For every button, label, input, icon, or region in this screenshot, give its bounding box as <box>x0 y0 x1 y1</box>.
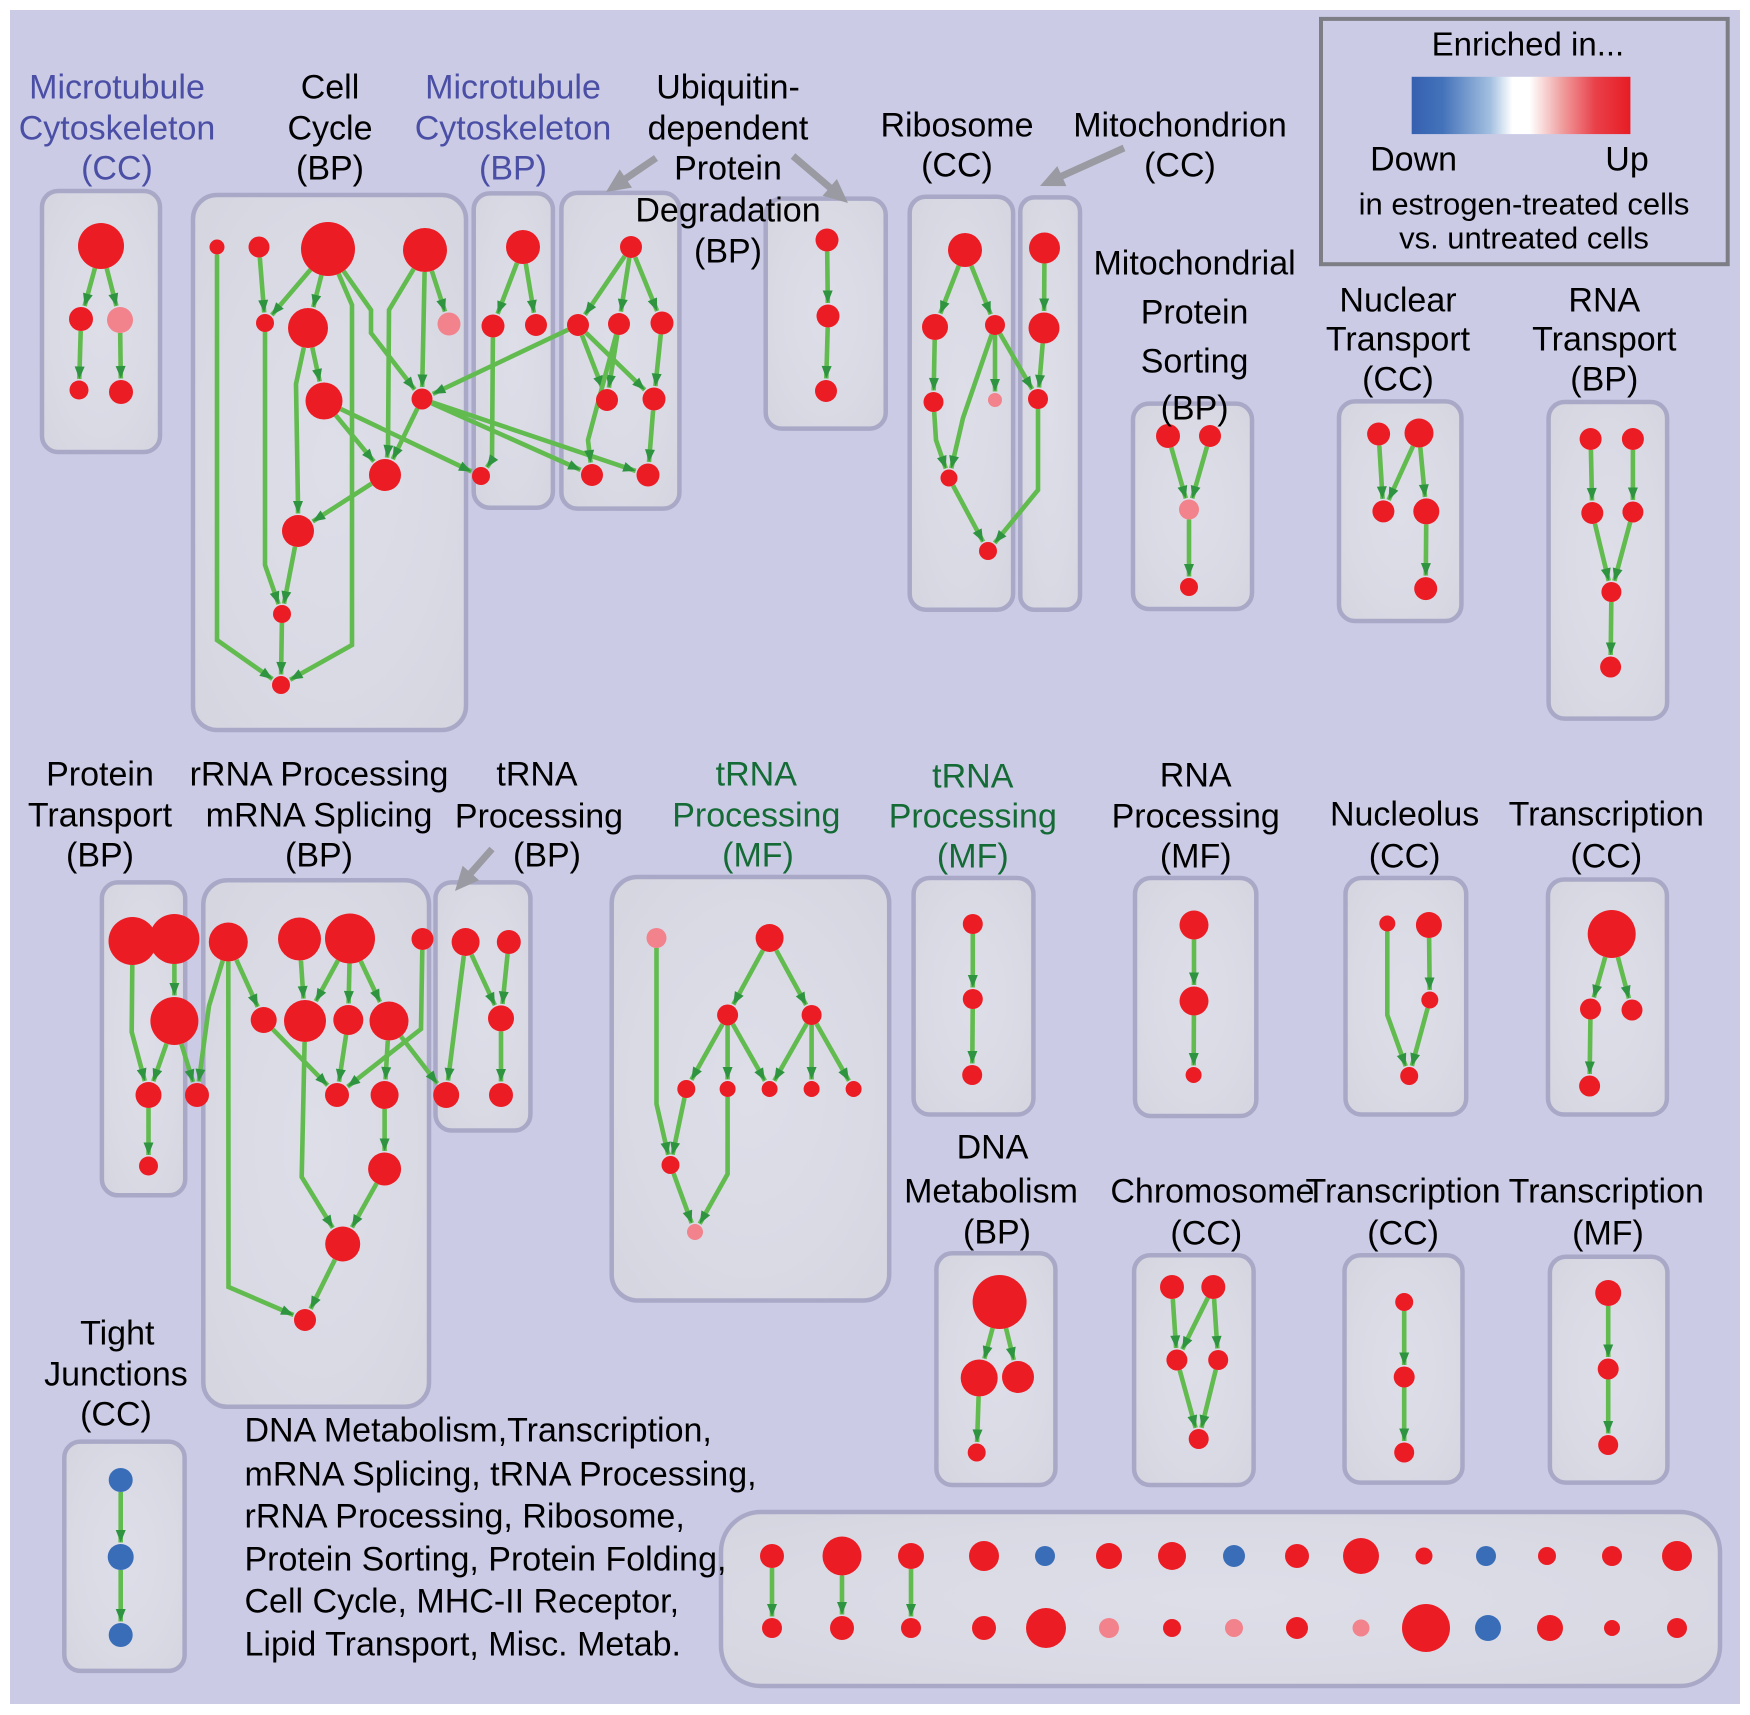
svg-text:Microtubule: Microtubule <box>29 69 205 107</box>
svg-text:DNA Metabolism,Transcription,: DNA Metabolism,Transcription, <box>245 1412 712 1450</box>
svg-text:Nuclear: Nuclear <box>1339 282 1456 320</box>
svg-text:RNA: RNA <box>1160 757 1232 795</box>
svg-text:Up: Up <box>1605 141 1648 179</box>
svg-text:Transport: Transport <box>1326 321 1471 359</box>
svg-text:(BP): (BP) <box>66 837 134 875</box>
svg-text:Microtubule: Microtubule <box>425 69 601 107</box>
svg-text:mRNA Splicing: mRNA Splicing <box>206 797 433 835</box>
svg-text:Protein: Protein <box>1141 294 1249 332</box>
svg-text:tRNA: tRNA <box>932 758 1014 796</box>
svg-text:rRNA Processing, Ribosome,: rRNA Processing, Ribosome, <box>245 1498 685 1536</box>
svg-text:Cell: Cell <box>301 69 360 107</box>
svg-text:(CC): (CC) <box>1170 1215 1242 1253</box>
svg-text:Lipid Transport, Misc. Metab.: Lipid Transport, Misc. Metab. <box>245 1626 682 1664</box>
svg-text:Mitochondrion: Mitochondrion <box>1073 107 1287 145</box>
svg-text:(BP): (BP) <box>963 1214 1031 1252</box>
svg-text:Down: Down <box>1370 141 1457 179</box>
svg-text:vs. untreated cells: vs. untreated cells <box>1399 221 1649 256</box>
svg-text:(BP): (BP) <box>1161 390 1229 428</box>
svg-text:Cycle: Cycle <box>287 110 372 148</box>
svg-text:tRNA: tRNA <box>496 756 578 794</box>
svg-text:in estrogen-treated cells: in estrogen-treated cells <box>1359 187 1690 222</box>
svg-text:(BP): (BP) <box>1570 361 1638 399</box>
svg-text:Processing: Processing <box>672 797 840 835</box>
svg-text:rRNA Processing: rRNA Processing <box>190 756 449 794</box>
svg-text:Degradation: Degradation <box>635 192 820 230</box>
svg-text:Transport: Transport <box>28 797 173 835</box>
svg-text:Transcription: Transcription <box>1509 796 1704 834</box>
svg-text:(MF): (MF) <box>1160 838 1232 876</box>
svg-text:Tight: Tight <box>80 1315 155 1353</box>
svg-text:(CC): (CC) <box>81 150 153 188</box>
svg-text:mRNA Splicing, tRNA Processing: mRNA Splicing, tRNA Processing, <box>245 1456 757 1494</box>
svg-text:Processing: Processing <box>455 798 623 836</box>
svg-text:Processing: Processing <box>889 798 1057 836</box>
svg-text:Metabolism: Metabolism <box>904 1173 1078 1211</box>
svg-text:Nucleolus: Nucleolus <box>1330 796 1479 834</box>
svg-text:Junctions: Junctions <box>44 1356 188 1394</box>
svg-text:(CC): (CC) <box>1367 1215 1439 1253</box>
svg-text:Chromosome: Chromosome <box>1110 1173 1314 1211</box>
svg-text:Protein: Protein <box>46 756 154 794</box>
svg-text:dependent: dependent <box>648 110 809 148</box>
svg-text:(BP): (BP) <box>285 837 353 875</box>
svg-text:Protein: Protein <box>674 150 782 188</box>
svg-text:tRNA: tRNA <box>716 756 798 794</box>
svg-text:(BP): (BP) <box>513 837 581 875</box>
svg-text:(MF): (MF) <box>937 838 1009 876</box>
svg-text:(CC): (CC) <box>1570 838 1642 876</box>
svg-text:(MF): (MF) <box>1572 1215 1644 1253</box>
svg-text:(BP): (BP) <box>479 150 547 188</box>
svg-text:(BP): (BP) <box>296 150 364 188</box>
svg-text:(CC): (CC) <box>1362 361 1434 399</box>
svg-text:Transcription: Transcription <box>1509 1173 1704 1211</box>
svg-text:Cytoskeleton: Cytoskeleton <box>19 110 216 148</box>
svg-text:Transcription: Transcription <box>1305 1173 1500 1211</box>
svg-text:Ribosome: Ribosome <box>880 107 1033 145</box>
svg-text:Ubiquitin-: Ubiquitin- <box>656 69 800 107</box>
svg-text:Enriched in...: Enriched in... <box>1432 26 1625 63</box>
svg-text:(CC): (CC) <box>80 1396 152 1434</box>
svg-text:(CC): (CC) <box>1144 147 1216 185</box>
svg-text:(BP): (BP) <box>694 233 762 271</box>
svg-text:DNA: DNA <box>957 1129 1029 1167</box>
svg-text:(CC): (CC) <box>1369 838 1441 876</box>
svg-text:Processing: Processing <box>1112 798 1280 836</box>
svg-text:(MF): (MF) <box>722 837 794 875</box>
svg-text:Protein Sorting, Protein Foldi: Protein Sorting, Protein Folding, <box>245 1541 727 1579</box>
svg-text:Transport: Transport <box>1532 321 1677 359</box>
svg-text:Sorting: Sorting <box>1141 343 1249 381</box>
svg-text:Cytoskeleton: Cytoskeleton <box>415 110 612 148</box>
svg-text:Cell Cycle, MHC-II Receptor,: Cell Cycle, MHC-II Receptor, <box>245 1583 680 1621</box>
svg-text:RNA: RNA <box>1568 282 1640 320</box>
svg-text:Mitochondrial: Mitochondrial <box>1093 245 1295 283</box>
svg-text:(CC): (CC) <box>921 147 993 185</box>
